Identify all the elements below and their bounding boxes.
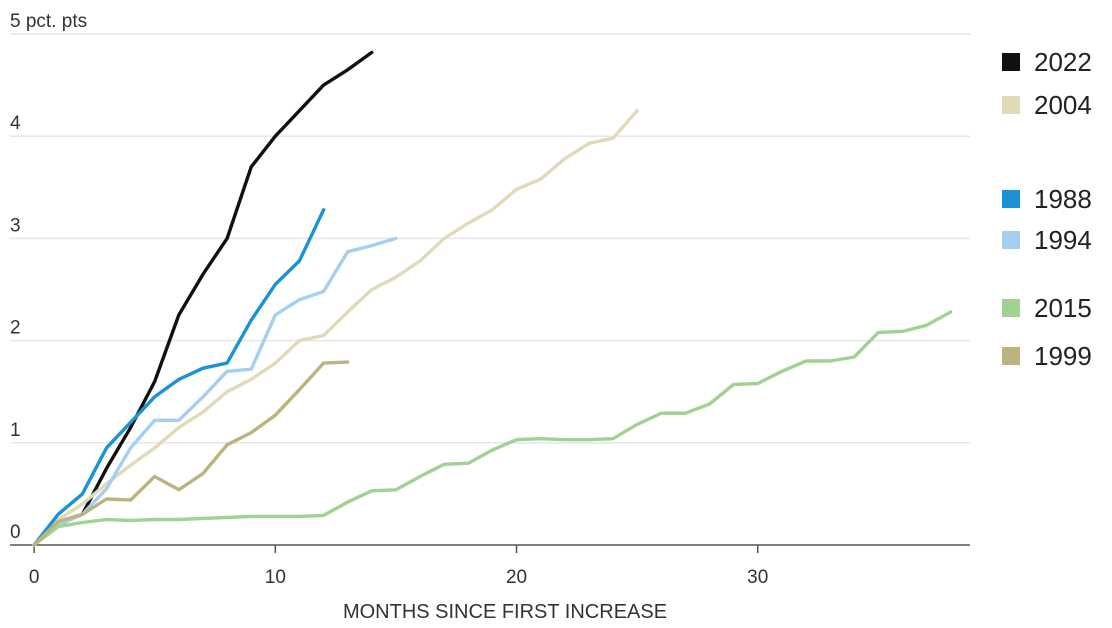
legend-label-1988: 1988 [1034,184,1092,214]
x-tick-label: 10 [265,567,286,588]
legend-label-2022: 2022 [1034,47,1092,77]
series-line-1994 [32,236,398,547]
legend-swatch-2015 [1002,299,1020,317]
series-line-2004 [32,108,639,547]
y-tick-label: 5 pct. pts [10,11,87,32]
legend-swatch-2022 [1002,53,1020,71]
series-line-1999 [32,360,350,547]
x-tick-label: 30 [747,567,768,588]
legend-label-2015: 2015 [1034,293,1092,323]
legend-label-1999: 1999 [1034,341,1092,371]
x-axis-label: MONTHS SINCE FIRST INCREASE [343,601,667,623]
y-axis-tick-labels: 0 1 2 3 4 5 pct. pts [10,11,87,543]
series-lines [32,50,953,547]
x-axis-tick-labels: 0 10 20 30 [29,545,768,588]
y-tick-label: 1 [10,420,21,441]
legend: 2022 2004 1988 1994 2015 1999 [1002,47,1092,371]
legend-swatch-2004 [1002,96,1020,114]
gridlines [10,33,970,546]
legend-label-1994: 1994 [1034,225,1092,255]
legend-label-2004: 2004 [1034,90,1092,120]
legend-swatch-1988 [1002,190,1020,208]
y-tick-label: 2 [10,318,21,339]
x-tick-label: 20 [506,567,527,588]
legend-swatch-1999 [1002,347,1020,365]
legend-swatch-1994 [1002,231,1020,249]
y-tick-label: 3 [10,215,21,236]
series-line-2015 [32,310,953,547]
x-tick-label: 0 [29,567,40,588]
y-tick-label: 0 [10,522,21,543]
series-line-1988 [32,208,326,547]
y-tick-label: 4 [10,113,21,134]
